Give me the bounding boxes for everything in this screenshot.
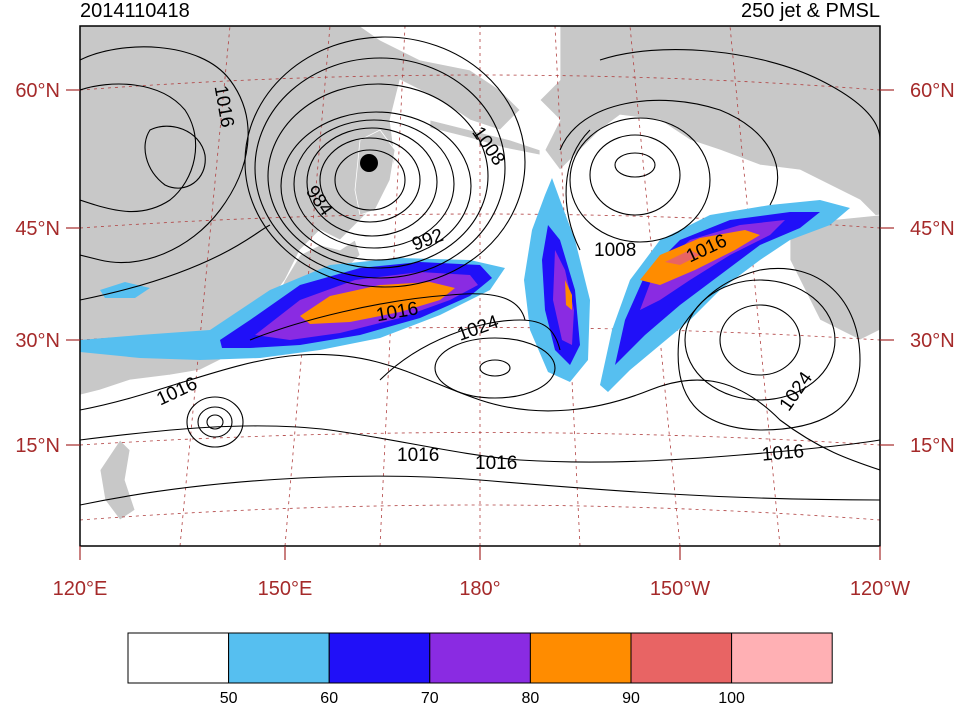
jet-mid-80 (565, 280, 572, 310)
lon-label-180: 180° (459, 578, 500, 600)
map-title: 250 jet & PMSL (741, 0, 880, 22)
contour-label: 1016 (761, 441, 805, 466)
lat-label-30n-right: 30°N (910, 330, 955, 352)
kamchatka-land (354, 129, 396, 216)
date-label: 2014110418 (80, 0, 190, 22)
lat-label-15n-right: 15°N (910, 435, 955, 457)
low-contour (267, 83, 489, 269)
lat-label-45n-left: 45°N (15, 218, 60, 240)
contour-label: 1016 (475, 453, 517, 474)
contour-label: 1008 (594, 240, 636, 261)
typhoon-contour (206, 414, 224, 430)
colorbar-tick-label: 60 (320, 690, 338, 707)
axis-ticks (66, 89, 894, 560)
high-contour (479, 359, 511, 377)
low-contour (334, 149, 406, 211)
jet-east-70 (640, 220, 785, 310)
low-contour (319, 137, 421, 223)
low-contour (569, 117, 711, 243)
colorbar-swatch (429, 632, 531, 684)
low-contour (614, 152, 656, 178)
alaska-land (539, 26, 880, 221)
contour-label: 1024 (776, 368, 818, 415)
high-contour (684, 279, 836, 401)
colorbar: 50 60 70 80 90 100 (127, 632, 833, 707)
lon-label-150w: 150°W (650, 578, 710, 600)
high-contour (434, 337, 556, 399)
colorbar-swatch (731, 632, 833, 684)
typhoon-contour (186, 396, 244, 448)
high-contour (719, 304, 801, 376)
lon-label-120w: 120°W (850, 578, 910, 600)
low-contour (244, 36, 526, 288)
contour-label: 1024 (455, 311, 502, 345)
jet-east-90 (665, 250, 700, 265)
low-contour (589, 134, 681, 216)
colorbar-tick-label: 90 (622, 690, 640, 707)
aleutians-land (429, 119, 541, 156)
colorbar-tick-label: 80 (522, 690, 540, 707)
jet-east-80 (640, 230, 760, 285)
jet-east-50 (600, 200, 850, 392)
lat-label-60n-left: 60°N (15, 80, 60, 102)
low-center-marker (360, 154, 378, 172)
colorbar-swatch (328, 632, 431, 684)
contour-label: 1016 (397, 445, 439, 466)
lat-label-30n-left: 30°N (15, 330, 60, 352)
low-contour (280, 111, 472, 261)
low-contour (293, 119, 455, 249)
colorbar-tick-label: 70 (421, 690, 439, 707)
lon-label-120e: 120°E (53, 578, 108, 600)
jet-mid-70 (553, 250, 574, 345)
lat-label-15n-left: 15°N (15, 435, 60, 457)
lon-label-150e: 150°E (258, 578, 313, 600)
north-america-land (789, 214, 880, 341)
typhoon-contour (197, 406, 233, 438)
low-contour (254, 57, 506, 279)
lat-label-45n-right: 45°N (910, 218, 955, 240)
colorbar-swatch (228, 632, 330, 684)
colorbar-swatch (529, 632, 632, 684)
jet-west-80 (300, 282, 455, 324)
lat-label-60n-right: 60°N (910, 80, 955, 102)
colorbar-swatch (127, 632, 230, 684)
colorbar-tick-label: 100 (718, 690, 745, 707)
philippines-land (99, 439, 136, 521)
low-contour (306, 127, 438, 237)
map-area: 1016 1008 984 992 1016 1024 1008 1016 10… (80, 26, 880, 546)
colorbar-tick-label: 50 (220, 690, 238, 707)
colorbar-swatch (630, 632, 733, 684)
pressure-contours (80, 36, 880, 506)
